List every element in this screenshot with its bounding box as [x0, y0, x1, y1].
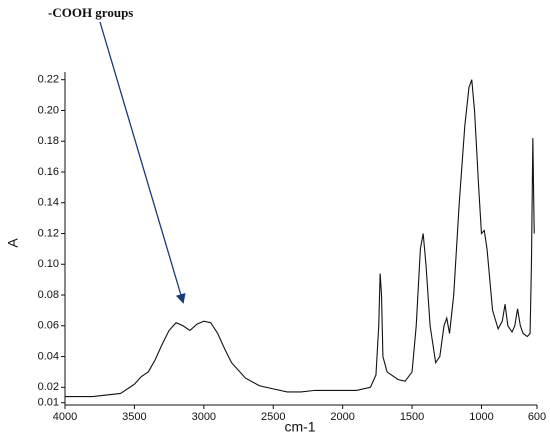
annotation: -COOH groups: [48, 5, 133, 20]
y-tick-label: 0.10: [38, 258, 59, 270]
x-tick-label: 2500: [261, 411, 285, 423]
spectrum-line: [65, 79, 535, 398]
x-tick-label: 3000: [192, 411, 216, 423]
y-tick-label: 0.04: [38, 350, 59, 362]
y-tick-label: 0.22: [38, 74, 59, 86]
y-tick-label: 0.12: [38, 227, 59, 239]
y-tick-label: 0.16: [38, 166, 59, 178]
x-tick-label: 1000: [469, 411, 493, 423]
y-tick-label: 0.20: [38, 104, 59, 116]
x-tick-label: 2000: [330, 411, 354, 423]
x-tick-label: 4000: [53, 411, 77, 423]
y-tick-label: 0.06: [38, 320, 59, 332]
x-tick-label: 600: [528, 411, 546, 423]
y-axis-label: A: [5, 238, 21, 248]
y-tick-label: 0.18: [38, 135, 59, 147]
x-tick-label: 1500: [400, 411, 424, 423]
y-tick-label: 0.08: [38, 289, 59, 301]
y-tick-label: 0.14: [38, 197, 59, 209]
x-axis-label: cm-1: [284, 419, 315, 435]
y-tick-label: 0.02: [38, 381, 59, 393]
annotation-arrow: [99, 21, 186, 304]
x-tick-label: 3500: [122, 411, 146, 423]
y-tick-label: 0.01: [38, 397, 59, 409]
